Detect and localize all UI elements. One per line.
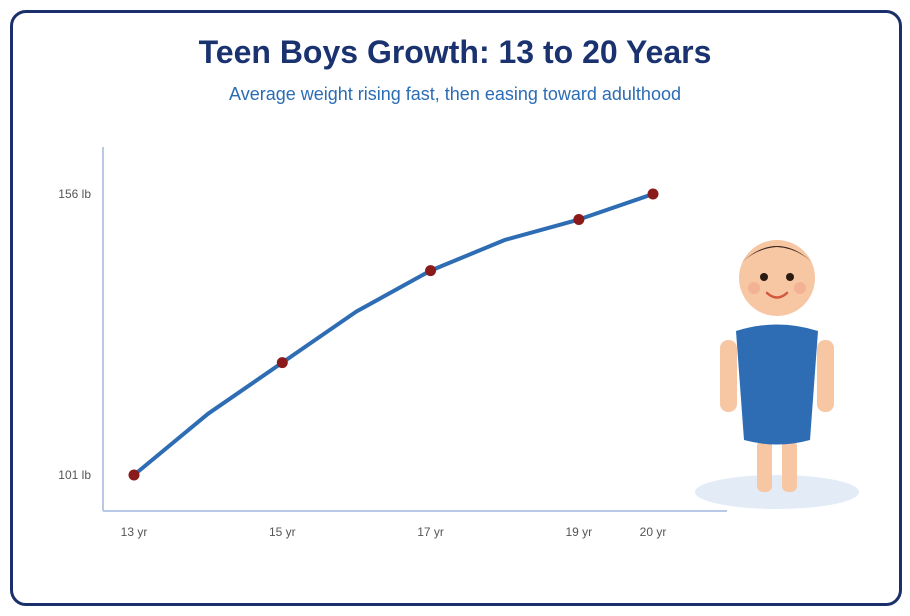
head bbox=[739, 240, 815, 316]
data-point bbox=[425, 265, 437, 277]
y-axis-ticks: 101 lb 156 lb bbox=[58, 187, 91, 482]
weight-series bbox=[132, 192, 655, 477]
data-markers bbox=[128, 188, 659, 481]
left-cheek bbox=[748, 282, 760, 294]
y-tick-label: 156 lb bbox=[58, 187, 91, 201]
left-arm bbox=[720, 340, 737, 412]
shirt bbox=[736, 324, 818, 445]
right-eye bbox=[786, 273, 794, 281]
x-tick-label: 20 yr bbox=[640, 525, 667, 539]
right-arm bbox=[817, 340, 834, 412]
series-line bbox=[132, 192, 655, 477]
smile bbox=[765, 291, 789, 299]
chart-title: Teen Boys Growth: 13 to 20 Years bbox=[198, 34, 712, 70]
hair bbox=[742, 246, 812, 262]
x-tick-label: 17 yr bbox=[417, 525, 444, 539]
chart-subtitle: Average weight rising fast, then easing … bbox=[229, 84, 681, 104]
right-leg bbox=[782, 440, 797, 492]
data-point bbox=[128, 469, 140, 481]
x-tick-label: 19 yr bbox=[566, 525, 593, 539]
ground-shadow bbox=[695, 475, 859, 509]
left-eye bbox=[760, 273, 768, 281]
data-point bbox=[573, 214, 585, 226]
right-cheek bbox=[794, 282, 806, 294]
teen-boy-icon bbox=[695, 240, 859, 509]
chart-axes bbox=[102, 147, 727, 512]
x-tick-label: 15 yr bbox=[269, 525, 296, 539]
data-point bbox=[276, 357, 288, 369]
left-leg bbox=[757, 440, 772, 492]
x-axis-ticks: 13 yr 15 yr 17 yr 19 yr 20 yr bbox=[121, 525, 667, 539]
y-tick-label: 101 lb bbox=[58, 468, 91, 482]
x-tick-label: 13 yr bbox=[121, 525, 148, 539]
data-point bbox=[647, 188, 659, 200]
